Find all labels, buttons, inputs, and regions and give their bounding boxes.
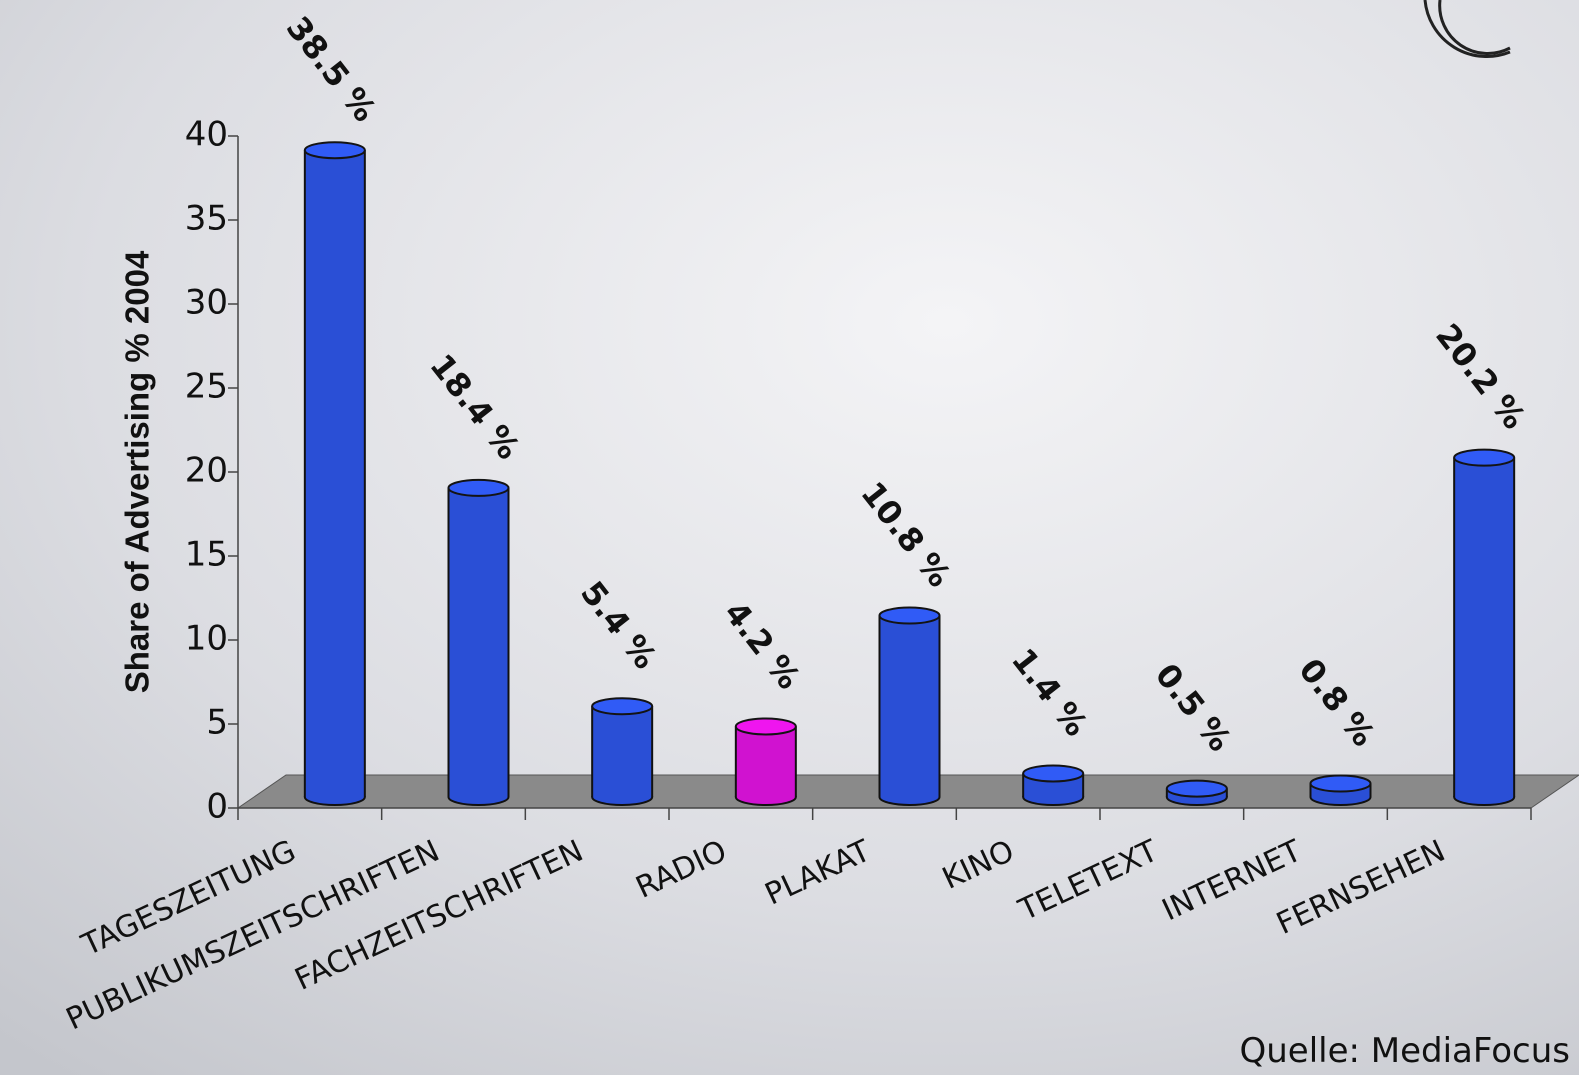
y-tick-label: 25 xyxy=(185,367,228,407)
y-tick-label: 30 xyxy=(185,283,228,323)
bar xyxy=(1454,457,1515,797)
bar-top xyxy=(1453,448,1516,467)
bar xyxy=(879,615,940,797)
y-tick-label: 40 xyxy=(185,115,228,155)
y-axis-title: Share of Advertising % 2004 xyxy=(119,250,156,693)
bar xyxy=(304,150,365,797)
bar-top xyxy=(1022,764,1085,783)
bar-top xyxy=(734,717,797,736)
bar xyxy=(735,726,796,797)
y-tick-label: 0 xyxy=(206,787,228,827)
y-tick-label: 5 xyxy=(206,703,228,743)
bar xyxy=(592,706,653,797)
y-tick-label: 20 xyxy=(185,451,228,491)
bar-top xyxy=(447,478,510,497)
bar-top xyxy=(303,141,366,160)
y-tick-label: 10 xyxy=(185,619,228,659)
bar-top xyxy=(1309,774,1372,793)
y-tick-label: 15 xyxy=(185,535,228,575)
logo xyxy=(1423,0,1511,58)
bar-top xyxy=(591,697,654,716)
y-tick-label: 35 xyxy=(185,199,228,239)
bar xyxy=(448,487,509,797)
source-note: Quelle: MediaFocus xyxy=(1239,1031,1570,1071)
bar-top xyxy=(1165,779,1228,798)
bar-top xyxy=(878,606,941,625)
